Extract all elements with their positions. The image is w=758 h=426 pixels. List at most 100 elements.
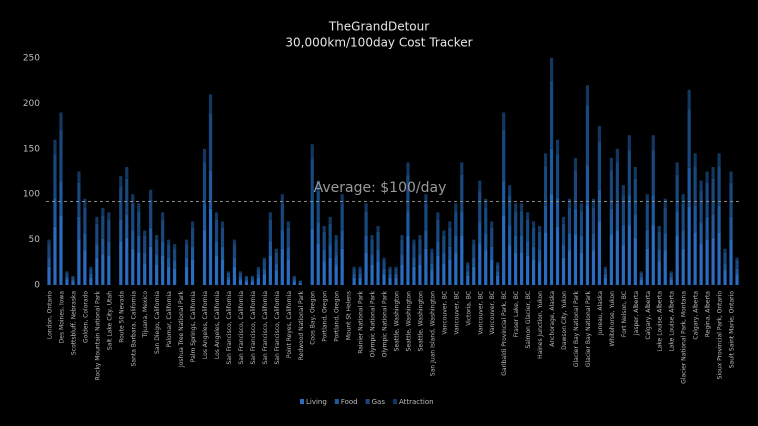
bar-segment: [280, 203, 284, 231]
bar-segment: [95, 223, 99, 245]
bar-segment: [232, 257, 237, 267]
bar-segment: [292, 279, 296, 282]
bar-segment: [681, 230, 685, 249]
bar-segment: [490, 221, 494, 228]
bar-segment: [364, 235, 368, 253]
x-tick-label: Route 50 Nevada: [118, 291, 125, 343]
bar-segment: [466, 262, 470, 265]
bar-segment: [430, 252, 434, 264]
bar-segment: [238, 276, 243, 280]
bar-segment: [119, 219, 123, 242]
bar-segment: [717, 166, 721, 207]
bar-segment: [615, 203, 619, 231]
bar-segment: [687, 89, 691, 110]
bar-segment: [675, 235, 679, 285]
bar-segment: [514, 211, 518, 236]
x-tick-label: Whitehorse, Yukon: [609, 291, 616, 347]
bar-segment: [59, 129, 63, 182]
bar-segment: [514, 203, 518, 212]
bar-segment: [597, 221, 602, 285]
bar-segment: [202, 148, 207, 163]
y-tick-label: 100: [23, 190, 40, 200]
bar-segment: [531, 246, 536, 260]
bar-segment: [376, 225, 380, 232]
bar-segment: [633, 178, 637, 215]
bar-segment: [645, 203, 649, 231]
bar-segment: [400, 255, 404, 266]
x-tick-label: London, Ontario: [46, 291, 53, 339]
bar-segment: [250, 275, 255, 277]
bar-segment: [573, 208, 578, 235]
bar-segment: [167, 244, 171, 258]
bar-segment: [406, 235, 410, 285]
x-tick-label: Vancouver, BC: [489, 291, 496, 335]
bar-segment: [478, 243, 482, 285]
bar-segment: [394, 268, 398, 275]
y-tick-label: 150: [23, 144, 40, 154]
bar-segment: [460, 211, 464, 236]
bar-segment: [609, 157, 613, 171]
bar-segment: [322, 231, 326, 250]
bar-segment: [316, 191, 320, 223]
bar-segment: [89, 277, 93, 285]
x-tick-label: Portland, Oregon: [322, 291, 329, 342]
legend-swatch: [392, 399, 397, 404]
bar-segment: [597, 126, 602, 142]
bar-segment: [131, 248, 135, 285]
bar-segment: [256, 266, 260, 269]
bar-segment: [603, 277, 607, 285]
bar-segment: [280, 248, 284, 285]
bar-segment: [418, 240, 422, 256]
bar-segment: [627, 225, 631, 285]
bar-segment: [448, 221, 452, 228]
bar-segment: [101, 215, 105, 239]
bar-segment: [322, 261, 326, 285]
bar-segment: [490, 246, 494, 260]
bar-segment: [226, 276, 231, 280]
bar-segment: [520, 252, 524, 285]
bar-segment: [735, 257, 739, 261]
x-tick-label: San Juan Island, Washington: [429, 291, 436, 376]
bar-segment: [466, 271, 470, 276]
bar-segment: [155, 255, 159, 266]
bar-segment: [723, 248, 727, 253]
bar-segment: [137, 235, 141, 253]
chart-subtitle: 30,000km/100day Cost Tracker: [285, 36, 472, 50]
bar-segment: [244, 275, 249, 277]
bar-segment: [430, 263, 434, 271]
x-tick-label: Seattle, Washington: [417, 291, 424, 352]
bar-segment: [645, 194, 649, 204]
bar-segment: [639, 276, 643, 280]
bar-segment: [561, 223, 566, 245]
bar-segment: [615, 148, 619, 163]
bar-segment: [382, 268, 386, 275]
bar-segment: [639, 272, 643, 277]
bar-segment: [107, 212, 111, 220]
bar-segment: [173, 260, 177, 269]
bar-segment: [603, 274, 607, 278]
bar-segment: [693, 153, 697, 167]
bar-segment: [436, 212, 440, 220]
bar-segment: [520, 235, 524, 253]
bar-segment: [729, 239, 733, 285]
bar-segment: [388, 274, 392, 278]
bar-segment: [262, 257, 266, 261]
bar-segment: [424, 248, 428, 285]
bar-segment: [250, 281, 255, 285]
bar-segment: [603, 268, 607, 275]
bar-segment: [687, 206, 691, 285]
bar-segment: [376, 231, 380, 250]
x-tick-label: Los Angeles, California: [214, 291, 221, 359]
bar-segment: [663, 233, 667, 251]
bar-segment: [496, 271, 500, 276]
legend-label: Food: [341, 398, 358, 406]
bar-segment: [585, 85, 590, 106]
bar-segment: [460, 174, 464, 212]
bar-segment: [555, 139, 560, 155]
bar-segment: [681, 248, 685, 285]
bar-segment: [292, 276, 296, 280]
bar-segment: [526, 255, 530, 285]
bar-segment: [250, 276, 255, 280]
bar-segment: [310, 144, 314, 159]
bar-segment: [567, 233, 572, 251]
